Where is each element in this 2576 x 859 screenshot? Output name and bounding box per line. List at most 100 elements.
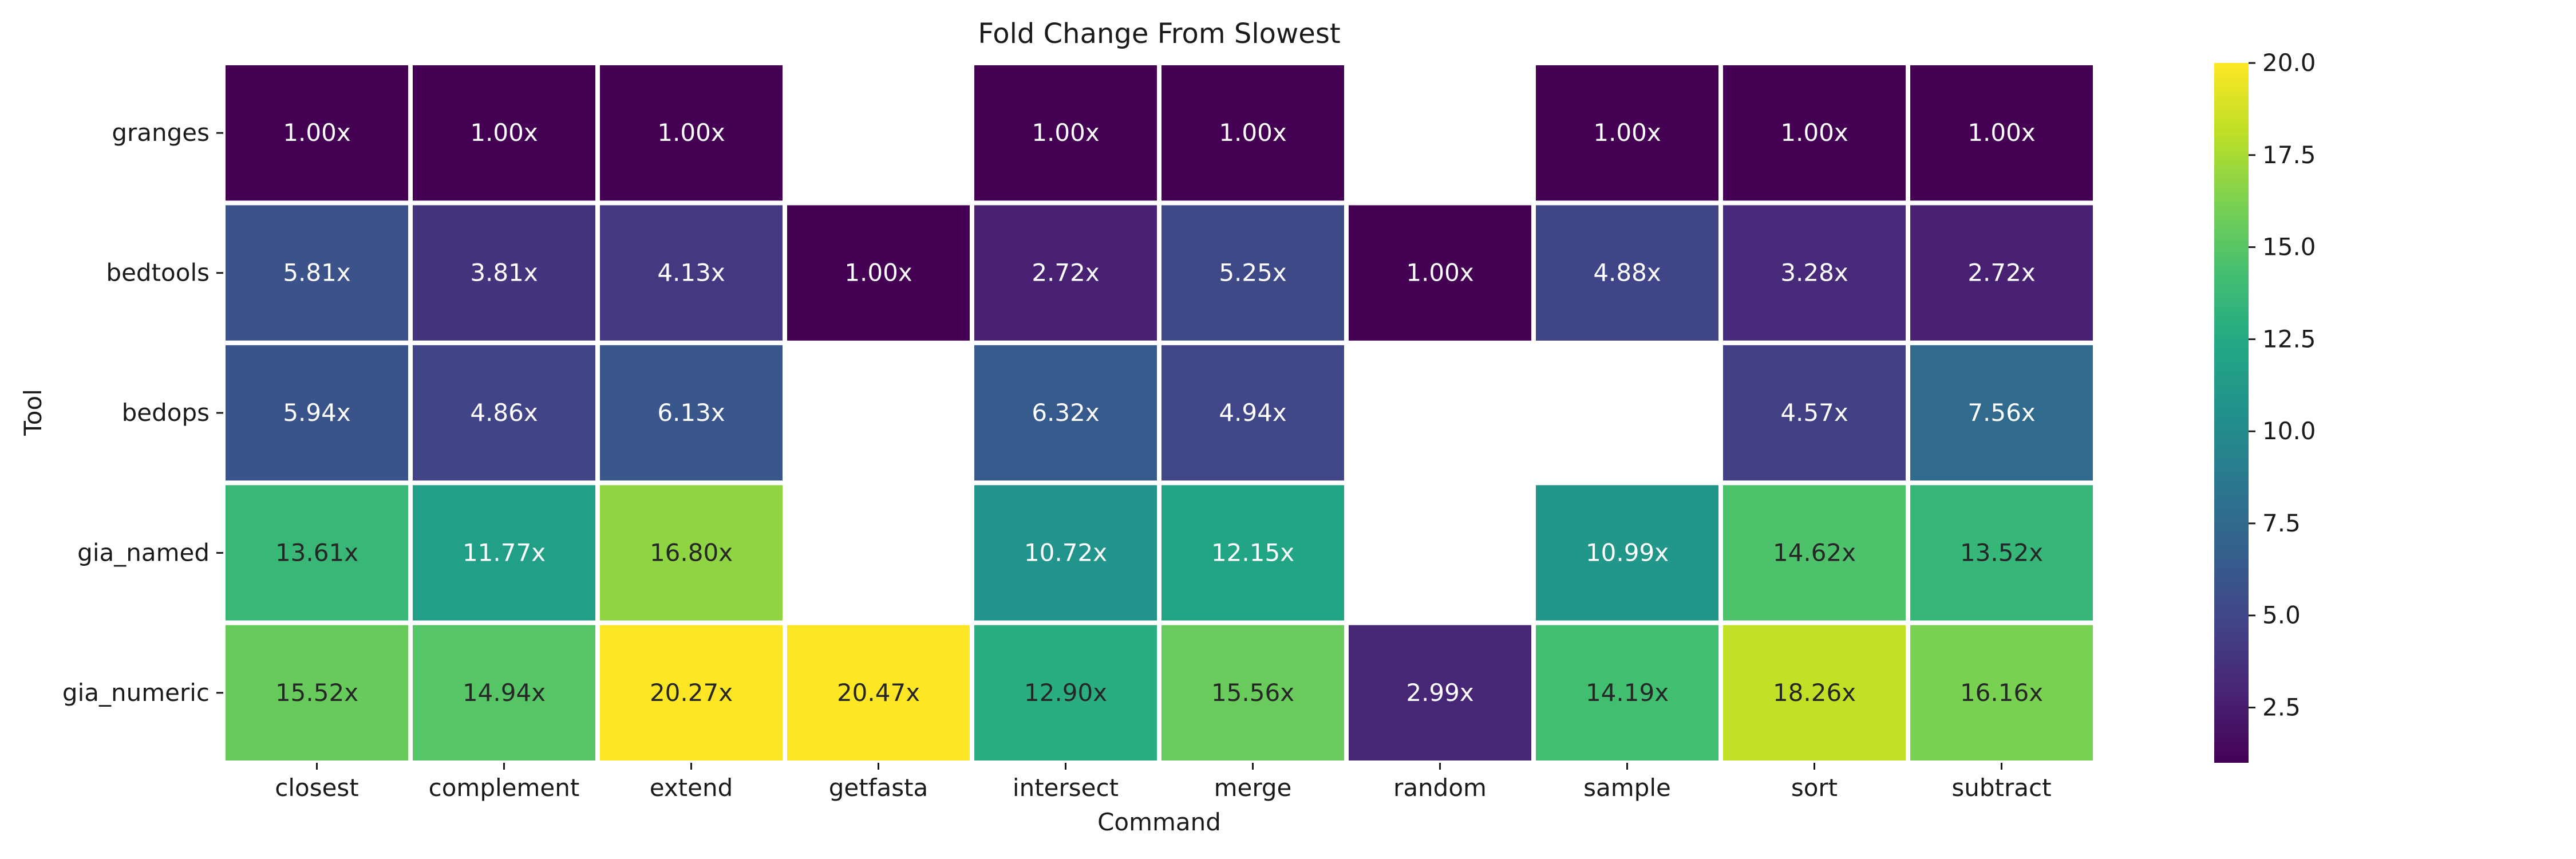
- cell-value-label: 2.72x: [1032, 259, 1099, 287]
- cell-value-label: 2.99x: [1406, 679, 1473, 707]
- heatmap-cell: [595, 340, 787, 486]
- cell-value-label: 16.80x: [650, 538, 733, 566]
- x-tick-label: merge: [1214, 774, 1292, 802]
- cell-value-label: 20.47x: [837, 679, 920, 707]
- heatmap-cell: [408, 61, 600, 206]
- heatmap-cell: [1906, 620, 2097, 765]
- x-tick-label: extend: [650, 774, 733, 802]
- cell-value-label: 4.57x: [1780, 399, 1848, 427]
- cell-value-label: 1.00x: [1967, 119, 2035, 147]
- colorbar-tick-label: 7.5: [2262, 509, 2301, 537]
- heatmap-cell: [970, 480, 1161, 625]
- cell-value-label: 1.00x: [657, 119, 725, 147]
- heatmap-cell: [408, 200, 600, 345]
- colorbar-tick-label: 10.0: [2262, 417, 2316, 445]
- colorbar-gradient: [2214, 63, 2249, 763]
- heatmap-cell: [408, 340, 600, 486]
- cell-value-label: 16.16x: [1960, 679, 2043, 707]
- cell-value-label: 12.15x: [1211, 538, 1294, 566]
- cell-value-label: 6.13x: [657, 399, 725, 427]
- cell-value-label: 1.00x: [1780, 119, 1848, 147]
- cell-value-label: 1.00x: [1219, 119, 1286, 147]
- cell-value-label: 2.72x: [1967, 259, 2035, 287]
- colorbar-tick-label: 5.0: [2262, 601, 2301, 629]
- heatmap-cell: [1906, 61, 2097, 206]
- x-axis-label: Command: [1097, 808, 1221, 836]
- cell-value-label: 3.81x: [470, 259, 538, 287]
- cell-value-label: 11.77x: [463, 538, 546, 566]
- cell-value-label: 4.13x: [657, 259, 725, 287]
- cell-value-label: 20.27x: [650, 679, 733, 707]
- cell-value-label: 14.94x: [463, 679, 546, 707]
- heatmap-cell: [1531, 61, 1723, 206]
- cell-value-label: 14.19x: [1586, 679, 1669, 707]
- cell-value-label: 12.90x: [1024, 679, 1107, 707]
- cell-value-label: 4.94x: [1219, 399, 1286, 427]
- x-tick-label: intersect: [1013, 774, 1119, 802]
- cell-value-label: 15.56x: [1211, 679, 1294, 707]
- cell-value-label: 18.26x: [1773, 679, 1856, 707]
- x-tick-label: sample: [1583, 774, 1671, 802]
- cell-value-label: 5.94x: [283, 399, 350, 427]
- heatmap-cells: 1.00x 1.00x 1.00x 1.00x 1.00x 1.00x 1.00x 1.00x…: [221, 61, 2097, 765]
- heatmap-cell: [1718, 200, 1910, 345]
- cell-value-label: 15.52x: [275, 679, 358, 707]
- cell-value-label: 10.72x: [1024, 538, 1107, 566]
- y-tick-label: bedops: [122, 399, 210, 427]
- heatmap-cell: [1157, 480, 1349, 625]
- y-tick-label: gia_numeric: [62, 679, 210, 707]
- x-tick-label: complement: [429, 774, 580, 802]
- cell-value-label: 14.62x: [1773, 538, 1856, 566]
- x-axis-ticks: closest complement extend getfasta intersect…: [275, 763, 2052, 802]
- x-tick-label: subtract: [1951, 774, 2051, 802]
- heatmap-cell: [408, 480, 600, 625]
- cell-value-label: 4.88x: [1593, 259, 1661, 287]
- x-tick-label: sort: [1791, 774, 1838, 802]
- heatmap-cell: [783, 620, 974, 765]
- heatmap-cell: [1157, 200, 1349, 345]
- heatmap-cell: [1531, 200, 1723, 345]
- cell-value-label: 1.00x: [283, 119, 350, 147]
- cell-value-label: 13.52x: [1960, 538, 2043, 566]
- heatmap-cell: [1157, 340, 1349, 486]
- heatmap-cell: [1906, 200, 2097, 345]
- cell-value-label: 7.56x: [1967, 399, 2035, 427]
- colorbar-tick-label: 15.0: [2262, 233, 2316, 261]
- colorbar-tick-label: 17.5: [2262, 141, 2316, 169]
- heatmap-cell: [1906, 480, 2097, 625]
- cell-value-label: 1.00x: [844, 259, 912, 287]
- heatmap-cell: [970, 340, 1161, 486]
- cell-value-label: 3.28x: [1780, 259, 1848, 287]
- cell-value-label: 1.00x: [1406, 259, 1473, 287]
- heatmap-cell: [783, 200, 974, 345]
- heatmap-cell: [1531, 480, 1723, 625]
- cell-value-label: 1.00x: [1032, 119, 1099, 147]
- y-axis-ticks: granges bedtools bedops gia_named gia_numeri…: [62, 119, 223, 707]
- heatmap-cell: [221, 340, 413, 486]
- x-tick-label: random: [1393, 774, 1487, 802]
- cell-value-label: 1.00x: [470, 119, 538, 147]
- cell-value-label: 1.00x: [1593, 119, 1661, 147]
- chart-title: Fold Change From Slowest: [978, 18, 1340, 50]
- y-axis-label: Tool: [19, 389, 47, 436]
- y-tick-label: bedtools: [106, 259, 210, 287]
- cell-value-label: 13.61x: [275, 538, 358, 566]
- colorbar-tick-label: 20.0: [2262, 49, 2316, 77]
- cell-value-label: 10.99x: [1586, 538, 1669, 566]
- cell-value-label: 5.81x: [283, 259, 350, 287]
- x-tick-label: getfasta: [829, 774, 929, 802]
- cell-value-label: 6.32x: [1032, 399, 1099, 427]
- colorbar-tick-label: 2.5: [2262, 693, 2301, 722]
- heatmap-cell: [1718, 620, 1910, 765]
- colorbar: 2.5 5.0 7.5 10.0 12.5 15.0 17.5 20.0: [2214, 49, 2316, 763]
- heatmap-cell: [595, 620, 787, 765]
- x-tick-label: closest: [275, 774, 359, 802]
- colorbar-ticks: 2.5 5.0 7.5 10.0 12.5 15.0 17.5 20.0: [2249, 49, 2316, 722]
- colorbar-tick-label: 12.5: [2262, 325, 2316, 353]
- y-tick-label: gia_named: [77, 538, 210, 566]
- cell-value-label: 5.25x: [1219, 259, 1286, 287]
- heatmap-cell: [595, 480, 787, 625]
- cell-value-label: 4.86x: [470, 399, 538, 427]
- y-tick-label: granges: [112, 119, 210, 147]
